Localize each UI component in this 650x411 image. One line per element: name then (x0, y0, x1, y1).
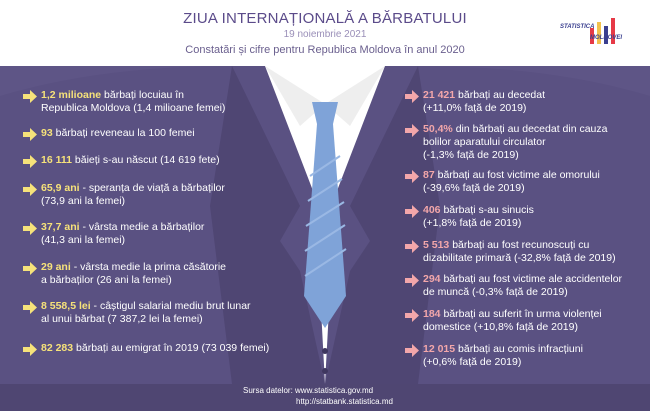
arrow-right-icon (23, 301, 37, 314)
logo-text-statistica: STATISTICA (560, 24, 595, 30)
fact-salary: 8 558,5 lei - câștigul salarial mediu br… (41, 300, 251, 325)
statistica-moldovei-logo[interactable]: STATISTICA MOLDOVEI (560, 16, 626, 52)
arrow-right-icon (405, 344, 419, 357)
arrow-right-icon (405, 170, 419, 183)
arrow-right-icon (23, 90, 37, 103)
arrow-right-icon (23, 155, 37, 168)
arrow-right-icon (23, 262, 37, 275)
arrow-right-icon (405, 205, 419, 218)
source-link-statbank[interactable]: http://statbank.statistica.md (296, 397, 393, 406)
fact-crimes: 12 015 bărbați au comis infracțiuni (+0,6… (423, 343, 583, 368)
fact-suicide: 406 bărbați s-au sinucis (+1,8% față de 2… (423, 204, 534, 229)
fact-median-age: 37,7 ani - vârsta medie a bărbaților (41,… (41, 221, 205, 246)
suit-illustration (0, 66, 650, 384)
fact-deaths: 21 421 bărbați au decedat (+11,0% față de… (423, 89, 546, 114)
subtitle: Constatări și cifre pentru Republica Mol… (185, 44, 465, 56)
fact-population: 1,2 milioane bărbați locuiau în Republica… (41, 89, 226, 114)
logo-bars-icon (590, 18, 615, 44)
fact-disability: 5 513 bărbați au fost recunoscuți cu diza… (423, 239, 616, 264)
arrow-right-icon (405, 90, 419, 103)
arrow-right-icon (405, 309, 419, 322)
fact-domestic-violence: 184 bărbați au suferit în urma violenței… (423, 308, 602, 333)
fact-homicide: 87 bărbați au fost victime ale omorului(… (423, 169, 600, 194)
source-link-statistica[interactable]: Sursa datelor: www.statistica.gov.md (243, 386, 374, 395)
date-label: 19 noiembrie 2021 (283, 29, 367, 40)
arrow-right-icon (23, 183, 37, 196)
tie-knot (312, 102, 338, 124)
fact-sex-ratio: 93 bărbați reveneau la 100 femei (41, 127, 195, 139)
arrow-right-icon (23, 128, 37, 141)
fact-work-accidents: 294 bărbați au fost victime ale accident… (423, 273, 623, 298)
fact-circulatory-deaths: 50,4% din bărbați au decedat din cauza bo… (423, 123, 608, 161)
arrow-right-icon (405, 274, 419, 287)
arrow-right-icon (405, 240, 419, 253)
header: ZIUA INTERNAȚIONALĂ A BĂRBATULUI 19 noie… (0, 0, 650, 66)
arrow-right-icon (23, 222, 37, 235)
tie (304, 124, 346, 328)
fact-life-expectancy: 65,9 ani - speranța de viață a bărbațilo… (41, 182, 225, 207)
page-title: ZIUA INTERNAȚIONALĂ A BĂRBATULUI (183, 10, 467, 27)
fact-emigration: 82 283 bărbați au emigrat în 2019 (73 03… (41, 342, 270, 354)
arrow-right-icon (23, 343, 37, 356)
fact-marriage-age: 29 ani - vârsta medie la prima căsătorie… (41, 261, 227, 286)
footer (0, 384, 650, 411)
fact-births: 16 111 băieți s-au născut (14 619 fete) (41, 154, 220, 166)
logo-text-moldovei: MOLDOVEI (590, 35, 623, 41)
arrow-right-icon (405, 124, 419, 137)
